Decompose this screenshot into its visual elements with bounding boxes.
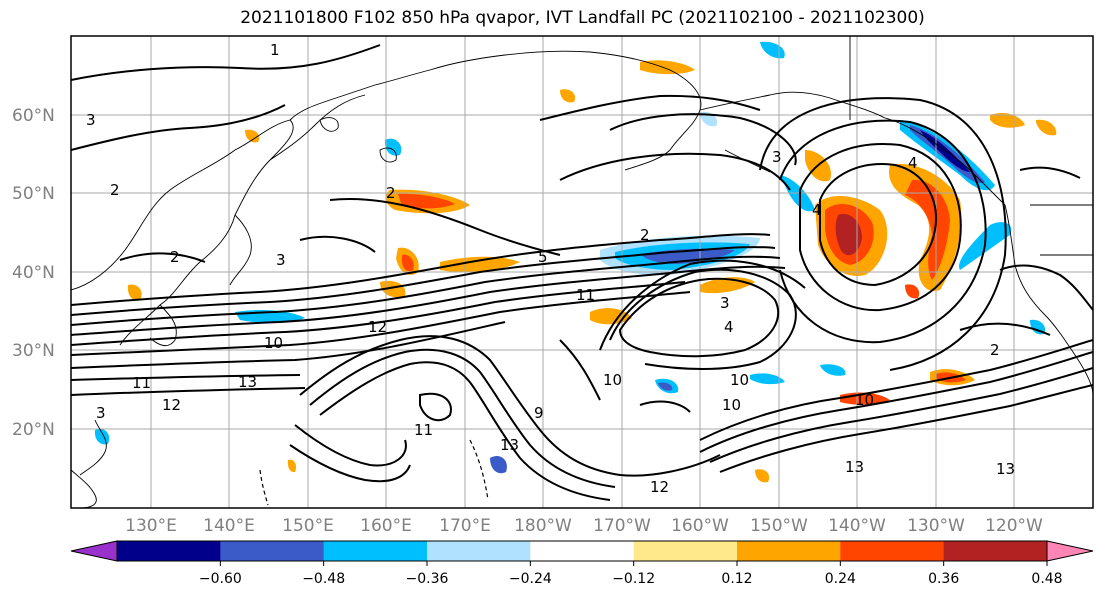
lon-label: 150°W bbox=[750, 516, 808, 536]
positive-anomaly-patch bbox=[287, 459, 297, 473]
positive-anomaly-patch bbox=[401, 254, 414, 272]
contour-label: 11 bbox=[414, 421, 433, 439]
colorbar-tick-label: −0.60 bbox=[199, 571, 242, 587]
contour-label: 2 bbox=[640, 226, 650, 244]
coastlines bbox=[71, 36, 1093, 508]
positive-anomaly-patch bbox=[835, 213, 862, 256]
lat-label: 60°N bbox=[12, 106, 55, 126]
map-frame bbox=[70, 35, 1094, 509]
contour-label: 9 bbox=[534, 404, 544, 422]
negative-anomaly-patch bbox=[384, 138, 402, 156]
contour-label: 10 bbox=[264, 334, 283, 352]
longitude-labels: 130°E 140°E 150°E 160°E 170°E 180°W 170°… bbox=[125, 516, 1043, 536]
positive-anomaly-patch bbox=[905, 284, 920, 299]
colorbar-swatch bbox=[633, 541, 738, 561]
positive-anomaly-patch bbox=[245, 129, 260, 143]
colorbar-swatch bbox=[117, 541, 221, 561]
lon-label: 120°W bbox=[985, 516, 1043, 536]
lon-label: 170°W bbox=[593, 516, 651, 536]
latitude-labels: 60°N 50°N 40°N 30°N 20°N bbox=[12, 106, 55, 440]
colorbar-tick-label: 0.36 bbox=[928, 571, 959, 587]
contour-label: 2 bbox=[990, 341, 1000, 359]
contour-label: 2 bbox=[170, 248, 180, 266]
positive-anomaly-patch bbox=[1036, 119, 1057, 136]
contour-label: 3 bbox=[96, 404, 106, 422]
lon-label: 160°W bbox=[671, 516, 729, 536]
positive-anomaly-patch bbox=[755, 469, 770, 483]
colorbar-tick-label: 0.24 bbox=[825, 571, 856, 587]
lon-label: 130°W bbox=[907, 516, 965, 536]
contour-label: 11 bbox=[132, 374, 151, 392]
colorbar-swatch bbox=[943, 541, 1048, 561]
colorbar-swatch bbox=[323, 541, 428, 561]
contour-label: 13 bbox=[996, 460, 1015, 478]
colorbar-outline bbox=[116, 540, 1048, 562]
contour-label: 2 bbox=[386, 184, 396, 202]
contour-label: 1 bbox=[270, 41, 280, 59]
positive-anomaly-patch bbox=[990, 113, 1025, 128]
contour-label: 10 bbox=[730, 371, 749, 389]
contour-label: 2 bbox=[110, 181, 120, 199]
lon-label: 150°E bbox=[282, 516, 334, 536]
contour-label: 10 bbox=[722, 396, 741, 414]
lat-label: 40°N bbox=[12, 263, 55, 283]
colorbar-swatch bbox=[840, 541, 945, 561]
contour-label: 3 bbox=[86, 111, 96, 129]
colorbar-tick-label: 0.12 bbox=[721, 571, 752, 587]
colorbar: −0.60 −0.48 −0.36 −0.24 −0.12 0.12 0.24 0.36 0.4… bbox=[70, 540, 1094, 587]
lon-label: 160°E bbox=[360, 516, 412, 536]
lon-label: 170°E bbox=[439, 516, 491, 536]
lon-label: 180°W bbox=[514, 516, 572, 536]
contour-lines bbox=[71, 44, 1093, 501]
lat-label: 20°N bbox=[12, 420, 55, 440]
colorbar-tick-label: −0.36 bbox=[406, 571, 449, 587]
lat-label: 50°N bbox=[12, 184, 55, 204]
colorbar-tick-label: −0.24 bbox=[509, 571, 552, 587]
contour-label: 3 bbox=[720, 294, 730, 312]
contour-label: 3 bbox=[276, 251, 286, 269]
colorbar-swatch bbox=[220, 541, 325, 561]
lon-label: 140°W bbox=[828, 516, 886, 536]
lon-label: 140°E bbox=[203, 516, 255, 536]
map-title: 2021101800 F102 850 hPa qvapor, IVT Land… bbox=[240, 8, 925, 28]
colorbar-tick-label: −0.48 bbox=[302, 571, 345, 587]
colorbar-left-extension bbox=[70, 540, 118, 562]
negative-anomaly-patch bbox=[920, 130, 970, 172]
negative-anomaly-patch bbox=[490, 455, 507, 474]
contour-label: 3 bbox=[772, 148, 782, 166]
contour-label: 13 bbox=[845, 458, 864, 476]
contour-label: 12 bbox=[162, 396, 181, 414]
negative-anomaly-patch bbox=[658, 382, 673, 391]
lat-label: 30°N bbox=[12, 341, 55, 361]
contour-label: 4 bbox=[908, 154, 918, 172]
contour-label: 13 bbox=[500, 436, 519, 454]
negative-contours bbox=[259, 439, 489, 506]
positive-anomaly-patch bbox=[398, 193, 455, 209]
colorbar-swatch bbox=[530, 541, 635, 561]
colorbar-tick-label: −0.12 bbox=[612, 571, 655, 587]
negative-anomaly-patch bbox=[750, 373, 785, 385]
contour-label: 4 bbox=[724, 318, 734, 336]
colorbar-right-extension bbox=[1046, 540, 1094, 562]
colorbar-tick-label: 0.48 bbox=[1031, 571, 1062, 587]
contour-label: 4 bbox=[812, 201, 822, 219]
negative-anomaly-patch bbox=[820, 364, 846, 376]
contour-label: 12 bbox=[650, 478, 669, 496]
contour-label: 11 bbox=[576, 286, 595, 304]
contour-label: 5 bbox=[538, 248, 548, 266]
lon-label: 130°E bbox=[125, 516, 177, 536]
contour-label: 12 bbox=[368, 318, 387, 336]
colorbar-swatch bbox=[427, 541, 531, 561]
contour-label: 10 bbox=[855, 391, 874, 409]
contour-label: 10 bbox=[603, 371, 622, 389]
positive-anomaly-patch bbox=[905, 179, 950, 280]
contour-label: 13 bbox=[238, 373, 257, 391]
positive-anomaly-patch bbox=[560, 89, 576, 103]
colorbar-swatch bbox=[737, 541, 841, 561]
contour-label-group: 1 3 2 2 3 2 2 5 11 12 10 11 13 12 10 11 … bbox=[86, 41, 1015, 496]
positive-anomaly-patch bbox=[127, 284, 142, 301]
